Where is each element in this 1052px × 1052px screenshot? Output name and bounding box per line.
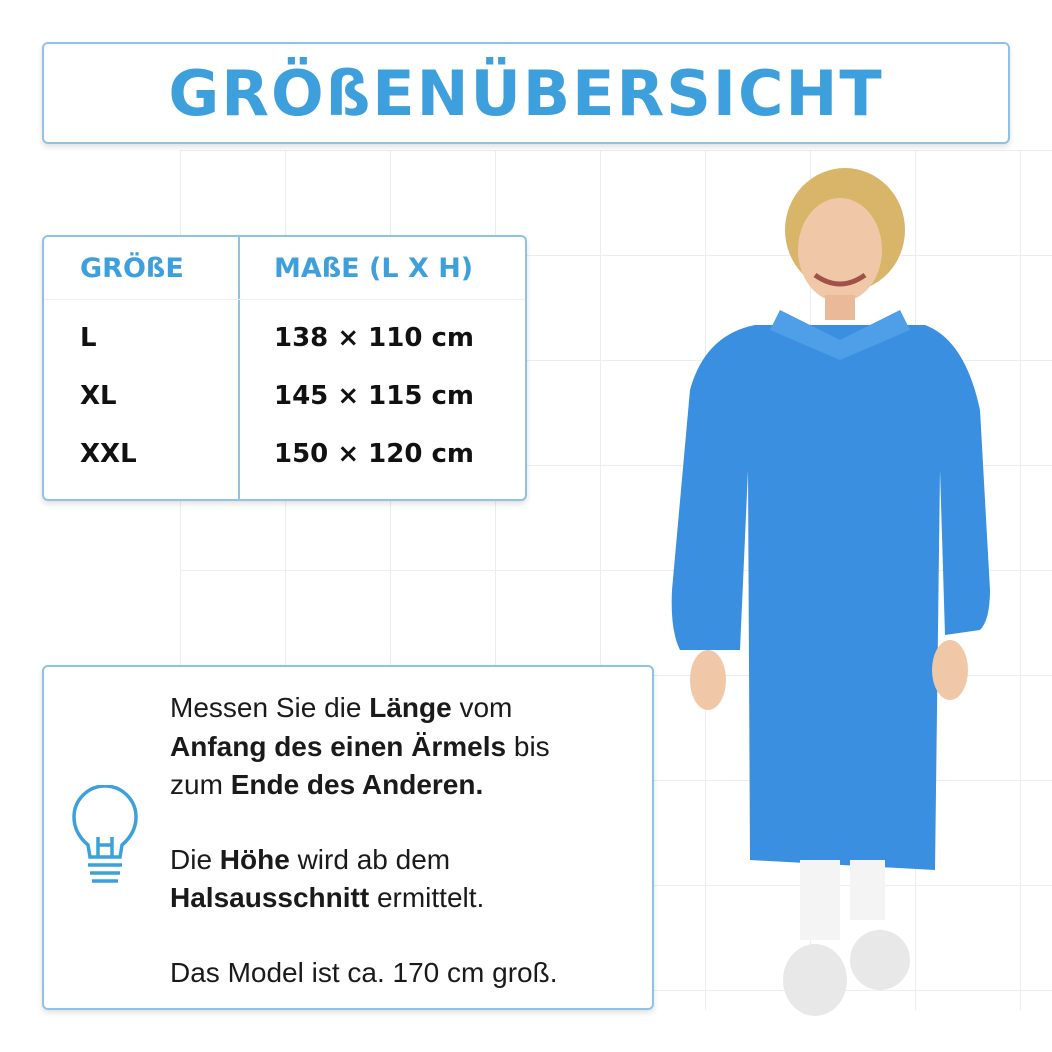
header-divider — [44, 299, 525, 300]
text: zum — [170, 769, 231, 800]
row-dimensions: 145 × 115 cm — [274, 381, 474, 411]
text: Die — [170, 843, 220, 875]
text: ermittelt. — [369, 882, 485, 913]
size-table: GRÖßE MAßE (L X H) L 138 × 110 cm XL 145… — [42, 235, 527, 501]
row-dimensions: 150 × 120 cm — [274, 439, 474, 469]
text-bold: Ende des Anderen. — [230, 769, 484, 800]
length-instruction: Messen Sie die Länge vom Anfang des eine… — [170, 689, 557, 805]
measurement-info-box: Messen Sie die Länge vom Anfang des eine… — [42, 665, 654, 1010]
height-instruction: Die Höhe wird ab dem Halsausschnitt ermi… — [170, 841, 557, 918]
text-bold: Höhe — [219, 843, 290, 875]
model-in-blue-gown-photo — [671, 168, 990, 1016]
row-size: XL — [80, 381, 117, 411]
row-dimensions: 138 × 110 cm — [274, 323, 474, 353]
text: vom — [451, 692, 513, 723]
page-title: GRÖßENÜBERSICHT — [168, 56, 884, 130]
text-bold: Halsausschnitt — [170, 882, 370, 913]
title-banner: GRÖßENÜBERSICHT — [42, 42, 1010, 144]
instructions-text: Messen Sie die Länge vom Anfang des eine… — [170, 689, 557, 1028]
text-bold: Anfang des einen Ärmels — [170, 730, 507, 762]
text: bis — [506, 730, 550, 762]
row-size: L — [80, 323, 97, 353]
model-height-note: Das Model ist ca. 170 cm groß. — [170, 956, 558, 988]
text: wird ab dem — [289, 843, 451, 875]
header-size: GRÖßE — [80, 253, 184, 284]
header-dimensions: MAßE (L X H) — [274, 253, 474, 284]
column-divider — [238, 237, 240, 499]
row-size: XXL — [80, 439, 137, 469]
text: Messen Sie die — [170, 692, 370, 723]
text-bold: Länge — [369, 692, 452, 723]
lightbulb-icon — [72, 785, 138, 883]
